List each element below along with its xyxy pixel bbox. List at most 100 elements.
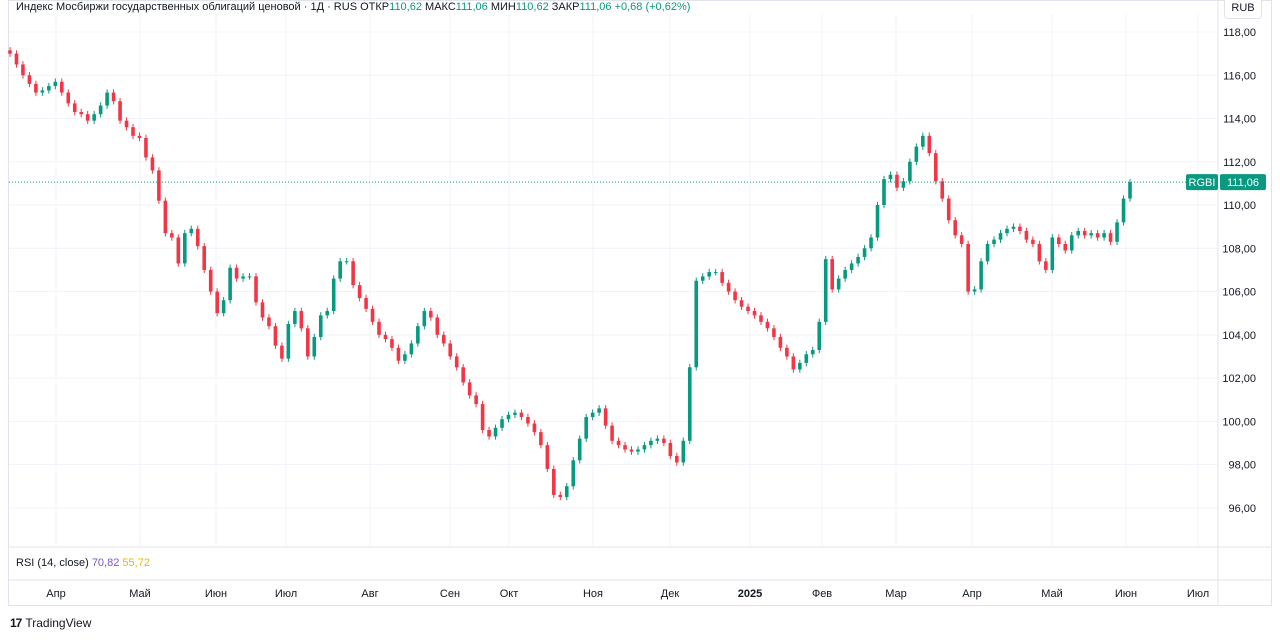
- candle-body: [746, 306, 750, 312]
- candle-body: [959, 235, 964, 244]
- candle-body: [137, 135, 142, 138]
- candle-body: [1056, 237, 1061, 244]
- candle-body: [1095, 233, 1100, 238]
- candle-body: [914, 146, 919, 162]
- candle-body: [215, 291, 219, 314]
- candle-body: [726, 282, 731, 292]
- candle-body: [972, 289, 977, 292]
- candle-body: [131, 127, 135, 136]
- y-tick-label: 118,00: [1223, 27, 1256, 39]
- candle-body: [286, 324, 291, 359]
- candle-body: [189, 228, 194, 234]
- candle-body: [47, 86, 51, 91]
- candle-body: [409, 343, 414, 355]
- candle-body: [1089, 233, 1093, 236]
- candle-body: [1037, 243, 1042, 262]
- candle-body: [150, 157, 155, 171]
- candle-body: [662, 438, 666, 443]
- candle-body: [668, 442, 673, 456]
- candle-body: [299, 311, 304, 329]
- candle-body: [694, 280, 699, 368]
- x-tick-label: Ноя: [583, 588, 603, 600]
- candle-body: [707, 272, 711, 277]
- candle-body: [448, 343, 453, 357]
- candle-body: [422, 311, 427, 327]
- candle-body: [416, 326, 420, 344]
- candle-body: [921, 135, 925, 147]
- candle-body: [325, 311, 330, 316]
- candle-body: [856, 256, 860, 264]
- x-tick-label: 2025: [738, 588, 762, 600]
- candle-body: [642, 445, 647, 450]
- candle-body: [182, 233, 187, 264]
- candle-body: [34, 83, 38, 93]
- candle-body: [869, 237, 873, 249]
- y-tick-label: 116,00: [1223, 70, 1256, 82]
- candle-body: [338, 261, 342, 279]
- candle-body: [791, 356, 796, 370]
- candle-body: [1044, 261, 1048, 270]
- rsi-label: RSI (14, close): [16, 557, 89, 569]
- y-tick-label: 108,00: [1222, 243, 1256, 255]
- tradingview-attribution[interactable]: 17 TradingView: [10, 616, 91, 630]
- candle-body: [584, 417, 588, 439]
- candle-body: [908, 161, 912, 182]
- y-tick-label: 96,00: [1228, 503, 1256, 515]
- x-tick-label: Июл: [1187, 588, 1209, 600]
- legend-title: Индекс Мосбиржи государственных облигаци…: [16, 1, 358, 13]
- candle-body: [655, 438, 660, 441]
- y-tick-label: 114,00: [1223, 114, 1256, 126]
- candle-body: [163, 200, 168, 234]
- candle-body: [571, 460, 576, 487]
- candle-body: [254, 276, 258, 303]
- candle-body: [785, 347, 789, 357]
- candle-body: [985, 243, 990, 262]
- legend-open-value: 110,62: [389, 1, 422, 13]
- rsi-legend[interactable]: RSI (14, close) 70,82 55,72: [16, 556, 150, 570]
- rsi-value-2: 55,72: [122, 557, 150, 569]
- candle-body: [882, 179, 886, 206]
- candle-body: [228, 267, 232, 301]
- candle-body: [370, 308, 375, 322]
- candle-body: [21, 64, 25, 76]
- candle-body: [720, 272, 724, 283]
- candle-body: [798, 362, 802, 370]
- candle-body: [1031, 239, 1035, 244]
- candle-body: [92, 114, 96, 121]
- candle-body: [1005, 228, 1009, 234]
- candle-body: [8, 50, 12, 54]
- candle-body: [1063, 243, 1068, 251]
- candle-body: [564, 486, 569, 498]
- candle-body: [953, 220, 958, 236]
- candle-body: [241, 276, 245, 279]
- candle-body: [118, 101, 122, 121]
- candle-body: [597, 408, 601, 413]
- candle-body: [66, 92, 71, 104]
- x-tick-label: Фев: [812, 588, 832, 600]
- candle-body: [390, 339, 394, 348]
- y-tick-label: 98,00: [1228, 460, 1256, 472]
- candle-body: [519, 412, 524, 418]
- y-tick-label: 100,00: [1222, 416, 1256, 428]
- candle-body: [901, 181, 906, 188]
- candle-body: [610, 425, 614, 441]
- candle-body: [506, 414, 511, 420]
- x-tick-label: Апр: [46, 588, 65, 600]
- y-tick-label: 102,00: [1222, 373, 1256, 385]
- y-tick-label: 112,00: [1223, 157, 1256, 169]
- candle-body: [59, 81, 64, 93]
- currency-button[interactable]: RUB: [1224, 0, 1262, 19]
- candle-body: [344, 261, 349, 263]
- y-tick-label: 104,00: [1222, 330, 1256, 342]
- candle-body: [111, 92, 116, 102]
- candle-body: [221, 300, 226, 314]
- chart-frame[interactable]: [8, 0, 1272, 606]
- candle-body: [1024, 230, 1029, 240]
- candle-body: [966, 243, 970, 292]
- candle-body: [946, 198, 951, 221]
- symbol-legend: Индекс Мосбиржи государственных облигаци…: [16, 0, 690, 14]
- legend-low-label: МИН: [490, 1, 516, 13]
- candle-body: [357, 285, 362, 299]
- candle-body: [467, 382, 472, 396]
